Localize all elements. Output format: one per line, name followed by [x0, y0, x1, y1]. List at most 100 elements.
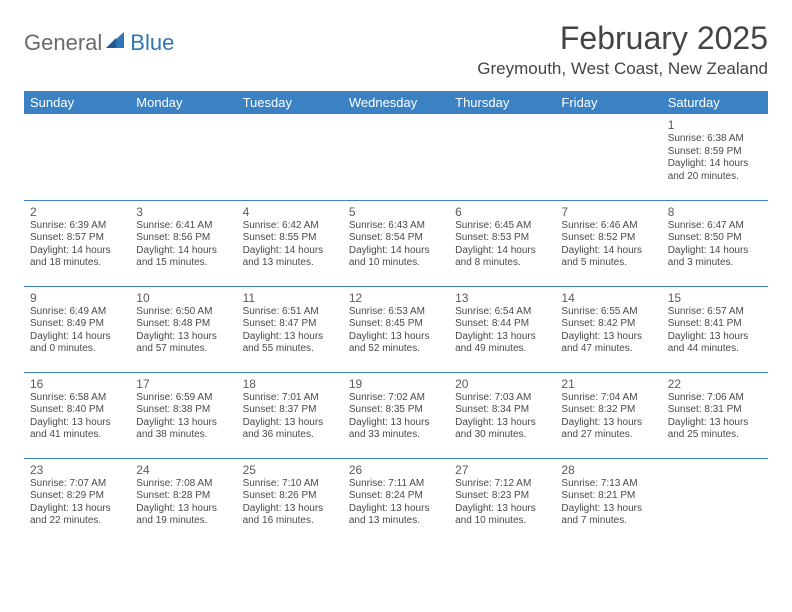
- calendar-week: 23Sunrise: 7:07 AMSunset: 8:29 PMDayligh…: [24, 458, 768, 544]
- brand-logo: General Blue: [24, 20, 174, 56]
- day-info: Sunrise: 6:58 AMSunset: 8:40 PMDaylight:…: [30, 392, 124, 442]
- calendar-cell: 20Sunrise: 7:03 AMSunset: 8:34 PMDayligh…: [449, 372, 555, 458]
- day-info-line: and 33 minutes.: [349, 429, 443, 442]
- sail-icon: [106, 32, 128, 55]
- title-block: February 2025 Greymouth, West Coast, New…: [477, 20, 768, 79]
- day-info-line: Daylight: 14 hours: [136, 245, 230, 258]
- day-info-line: Daylight: 14 hours: [668, 158, 762, 171]
- day-info-line: Daylight: 13 hours: [349, 417, 443, 430]
- day-info-line: Sunrise: 7:11 AM: [349, 478, 443, 491]
- calendar-cell: [24, 114, 130, 200]
- day-info-line: Sunrise: 7:02 AM: [349, 392, 443, 405]
- page-title: February 2025: [477, 20, 768, 57]
- day-info-line: and 10 minutes.: [349, 257, 443, 270]
- calendar-cell: 25Sunrise: 7:10 AMSunset: 8:26 PMDayligh…: [237, 458, 343, 544]
- day-info: Sunrise: 6:54 AMSunset: 8:44 PMDaylight:…: [455, 306, 549, 356]
- day-info: Sunrise: 7:02 AMSunset: 8:35 PMDaylight:…: [349, 392, 443, 442]
- day-info-line: Sunset: 8:34 PM: [455, 404, 549, 417]
- day-number: 27: [455, 463, 549, 477]
- day-info-line: Sunset: 8:56 PM: [136, 232, 230, 245]
- day-info-line: and 8 minutes.: [455, 257, 549, 270]
- day-number: 23: [30, 463, 124, 477]
- day-info-line: Sunrise: 7:01 AM: [243, 392, 337, 405]
- day-number: 19: [349, 377, 443, 391]
- day-number: 7: [561, 205, 655, 219]
- day-info-line: Sunset: 8:48 PM: [136, 318, 230, 331]
- day-info-line: Daylight: 13 hours: [455, 331, 549, 344]
- day-info: Sunrise: 7:04 AMSunset: 8:32 PMDaylight:…: [561, 392, 655, 442]
- calendar-cell: 17Sunrise: 6:59 AMSunset: 8:38 PMDayligh…: [130, 372, 236, 458]
- day-info-line: Sunrise: 7:07 AM: [30, 478, 124, 491]
- day-info: Sunrise: 6:43 AMSunset: 8:54 PMDaylight:…: [349, 220, 443, 270]
- day-info-line: Daylight: 13 hours: [561, 417, 655, 430]
- calendar-week: 16Sunrise: 6:58 AMSunset: 8:40 PMDayligh…: [24, 372, 768, 458]
- calendar-table: Sunday Monday Tuesday Wednesday Thursday…: [24, 91, 768, 544]
- day-info-line: Sunset: 8:35 PM: [349, 404, 443, 417]
- day-info-line: Daylight: 13 hours: [30, 503, 124, 516]
- day-info-line: Sunrise: 6:39 AM: [30, 220, 124, 233]
- day-info-line: Sunset: 8:41 PM: [668, 318, 762, 331]
- day-info-line: Sunset: 8:57 PM: [30, 232, 124, 245]
- day-number: 22: [668, 377, 762, 391]
- calendar-cell: [130, 114, 236, 200]
- day-info-line: and 20 minutes.: [668, 171, 762, 184]
- day-info-line: Sunrise: 7:03 AM: [455, 392, 549, 405]
- day-info-line: Sunset: 8:47 PM: [243, 318, 337, 331]
- day-info-line: Sunset: 8:54 PM: [349, 232, 443, 245]
- day-number: 8: [668, 205, 762, 219]
- calendar-cell: 10Sunrise: 6:50 AMSunset: 8:48 PMDayligh…: [130, 286, 236, 372]
- day-info-line: and 3 minutes.: [668, 257, 762, 270]
- day-info: Sunrise: 7:07 AMSunset: 8:29 PMDaylight:…: [30, 478, 124, 528]
- day-number: 2: [30, 205, 124, 219]
- day-info-line: and 10 minutes.: [455, 515, 549, 528]
- calendar-cell: 2Sunrise: 6:39 AMSunset: 8:57 PMDaylight…: [24, 200, 130, 286]
- dayhead-wed: Wednesday: [343, 91, 449, 114]
- day-info-line: and 27 minutes.: [561, 429, 655, 442]
- calendar-cell: 26Sunrise: 7:11 AMSunset: 8:24 PMDayligh…: [343, 458, 449, 544]
- day-info: Sunrise: 6:57 AMSunset: 8:41 PMDaylight:…: [668, 306, 762, 356]
- day-info-line: Daylight: 13 hours: [455, 503, 549, 516]
- dayhead-thu: Thursday: [449, 91, 555, 114]
- dayhead-sun: Sunday: [24, 91, 130, 114]
- day-info: Sunrise: 7:06 AMSunset: 8:31 PMDaylight:…: [668, 392, 762, 442]
- day-info-line: Sunrise: 6:42 AM: [243, 220, 337, 233]
- day-info-line: Daylight: 13 hours: [136, 417, 230, 430]
- day-info-line: Daylight: 14 hours: [243, 245, 337, 258]
- calendar-cell: 23Sunrise: 7:07 AMSunset: 8:29 PMDayligh…: [24, 458, 130, 544]
- day-info: Sunrise: 6:50 AMSunset: 8:48 PMDaylight:…: [136, 306, 230, 356]
- day-info-line: and 7 minutes.: [561, 515, 655, 528]
- day-info-line: and 15 minutes.: [136, 257, 230, 270]
- day-info-line: Sunrise: 6:55 AM: [561, 306, 655, 319]
- day-info-line: Sunrise: 6:53 AM: [349, 306, 443, 319]
- day-info: Sunrise: 6:46 AMSunset: 8:52 PMDaylight:…: [561, 220, 655, 270]
- calendar-cell: 12Sunrise: 6:53 AMSunset: 8:45 PMDayligh…: [343, 286, 449, 372]
- day-info: Sunrise: 6:49 AMSunset: 8:49 PMDaylight:…: [30, 306, 124, 356]
- day-info-line: and 30 minutes.: [455, 429, 549, 442]
- calendar-cell: 27Sunrise: 7:12 AMSunset: 8:23 PMDayligh…: [449, 458, 555, 544]
- day-info-line: Sunset: 8:42 PM: [561, 318, 655, 331]
- calendar-cell: 9Sunrise: 6:49 AMSunset: 8:49 PMDaylight…: [24, 286, 130, 372]
- day-info-line: Sunset: 8:29 PM: [30, 490, 124, 503]
- calendar-cell: 22Sunrise: 7:06 AMSunset: 8:31 PMDayligh…: [662, 372, 768, 458]
- day-info-line: and 19 minutes.: [136, 515, 230, 528]
- day-info-line: Sunrise: 6:54 AM: [455, 306, 549, 319]
- day-info-line: Daylight: 13 hours: [243, 503, 337, 516]
- day-info-line: Sunrise: 7:04 AM: [561, 392, 655, 405]
- day-info-line: and 18 minutes.: [30, 257, 124, 270]
- calendar-cell: [343, 114, 449, 200]
- day-number: 4: [243, 205, 337, 219]
- day-info-line: Daylight: 13 hours: [243, 417, 337, 430]
- day-info-line: Sunset: 8:45 PM: [349, 318, 443, 331]
- day-info-line: Sunrise: 6:47 AM: [668, 220, 762, 233]
- day-info-line: Daylight: 14 hours: [455, 245, 549, 258]
- day-info-line: Daylight: 13 hours: [30, 417, 124, 430]
- day-info-line: Daylight: 14 hours: [30, 245, 124, 258]
- day-info: Sunrise: 6:38 AMSunset: 8:59 PMDaylight:…: [668, 133, 762, 183]
- day-info: Sunrise: 7:10 AMSunset: 8:26 PMDaylight:…: [243, 478, 337, 528]
- day-info: Sunrise: 6:55 AMSunset: 8:42 PMDaylight:…: [561, 306, 655, 356]
- day-info-line: Sunrise: 7:06 AM: [668, 392, 762, 405]
- day-number: 3: [136, 205, 230, 219]
- day-info: Sunrise: 7:11 AMSunset: 8:24 PMDaylight:…: [349, 478, 443, 528]
- day-info: Sunrise: 7:13 AMSunset: 8:21 PMDaylight:…: [561, 478, 655, 528]
- day-info-line: and 41 minutes.: [30, 429, 124, 442]
